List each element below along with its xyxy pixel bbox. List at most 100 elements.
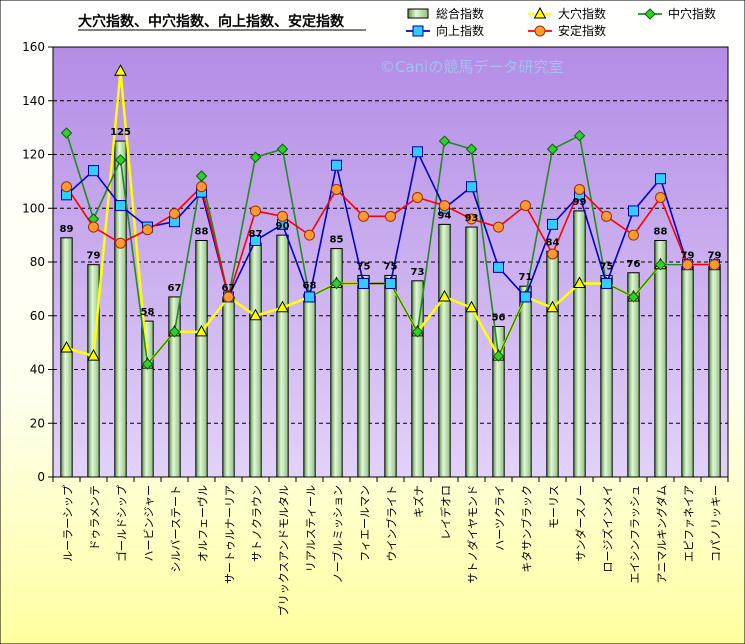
bar: [519, 285, 532, 478]
point-circle: [358, 210, 369, 222]
point-circle: [385, 210, 396, 222]
point-circle: [304, 229, 315, 241]
point-diamond: [60, 127, 73, 139]
x-tick-label: サトノクラウン: [251, 485, 264, 562]
point-diamond: [168, 326, 181, 338]
point-triangle: [60, 340, 73, 353]
x-tick-label: サトノダイヤモンド: [466, 485, 480, 584]
point-square: [358, 278, 369, 289]
y-tick-label: 100: [22, 201, 45, 215]
point-diamond: [141, 358, 154, 370]
y-tick-label: 20: [30, 416, 45, 430]
labels-layer: 89 79 125 58 67 88 67 87 90 68 85 75 75 73 94 93 56 71 84 9…: [60, 127, 722, 323]
point-triangle: [533, 6, 547, 19]
point-square: [547, 218, 558, 230]
point-triangle: [573, 276, 586, 288]
point-circle: [223, 291, 234, 303]
x-tick-label: ウインブライト: [385, 485, 399, 562]
point-square: [385, 278, 396, 289]
point-diamond: [644, 8, 656, 20]
point-diamond: [411, 326, 424, 338]
point-circle: [601, 210, 612, 222]
bar: [654, 240, 667, 478]
data-label: 88: [195, 227, 209, 238]
point-square: [655, 173, 666, 185]
bar: [222, 296, 235, 478]
legend-label: 総合指数: [436, 6, 484, 21]
point-circle: [412, 192, 423, 203]
data-label: 58: [141, 307, 155, 318]
data-label: 75: [357, 261, 371, 272]
bar: [276, 234, 289, 478]
bar: [87, 264, 100, 478]
point-square: [601, 278, 612, 289]
point-diamond: [249, 151, 262, 163]
point-circle: [574, 183, 585, 195]
bar: [573, 210, 586, 478]
point-square: [466, 181, 477, 193]
data-label: 76: [627, 259, 641, 270]
bar: [708, 264, 721, 478]
data-label: 56: [492, 313, 506, 324]
data-label: 67: [168, 283, 182, 294]
bar: [141, 320, 154, 478]
y-tick-label: 140: [22, 94, 45, 108]
chart-title: 大穴指数、中穴指数、向上指数、安定指数: [78, 13, 345, 30]
x-tick-label: キズナ: [412, 485, 426, 518]
x-tick-label: レイデオロ: [439, 485, 453, 540]
x-tick-label: エピファネイア: [683, 485, 696, 562]
watermark: ©Caniの競馬データ研究室: [380, 58, 563, 76]
point-circle: [169, 208, 180, 220]
point-circle: [682, 259, 693, 271]
bar: [438, 223, 451, 478]
x-tick-label: サンダースノー: [574, 485, 588, 561]
point-square: [304, 291, 315, 303]
bar: [546, 250, 559, 478]
point-circle: [331, 183, 342, 195]
point-diamond: [465, 143, 478, 155]
bar: [168, 296, 181, 478]
legend-swatch-bar: [407, 8, 429, 19]
point-circle: [709, 259, 720, 271]
point-diamond: [627, 291, 640, 303]
y-tick-label: 80: [30, 255, 45, 269]
x-tick-label: ドゥラメンテ: [89, 485, 102, 551]
point-circle: [61, 181, 72, 193]
data-label: 94: [438, 210, 452, 221]
data-label: 75: [600, 261, 614, 272]
point-triangle: [195, 324, 208, 337]
point-diamond: [438, 135, 451, 147]
x-tick-label: ハービンジャー: [143, 485, 156, 561]
x-tick-label: サートゥルナーリア: [224, 485, 237, 584]
bar: [249, 242, 262, 478]
x-tick-label: コパノリッキー: [710, 485, 723, 562]
x-tick-label: フィエールマン: [359, 485, 372, 562]
point-triangle: [249, 308, 262, 321]
data-label: 85: [330, 235, 344, 246]
x-tick-label: エイシンフラッシュ: [629, 485, 642, 584]
point-circle: [534, 25, 546, 37]
point-square: [412, 25, 424, 37]
data-label: 79: [708, 251, 722, 262]
bar: [384, 274, 397, 478]
point-circle: [493, 221, 504, 233]
legend-label: 中穴指数: [668, 6, 716, 21]
bar: [195, 240, 208, 478]
point-diamond: [114, 154, 127, 166]
y-tick-label: 120: [22, 148, 45, 162]
legend-label: 向上指数: [436, 23, 484, 38]
point-circle: [520, 200, 531, 212]
point-circle: [115, 237, 126, 249]
bar: [303, 293, 316, 478]
x-tick-label: ブリックスアンドモルタル: [277, 485, 291, 616]
point-circle: [466, 213, 477, 225]
point-circle: [88, 221, 99, 233]
data-label: 75: [384, 261, 398, 272]
x-tick-label: オルフェーヴル: [196, 485, 210, 562]
point-square: [412, 146, 423, 158]
point-square: [115, 200, 126, 212]
point-square: [250, 235, 261, 246]
bar: [681, 264, 694, 478]
point-circle: [142, 224, 153, 236]
